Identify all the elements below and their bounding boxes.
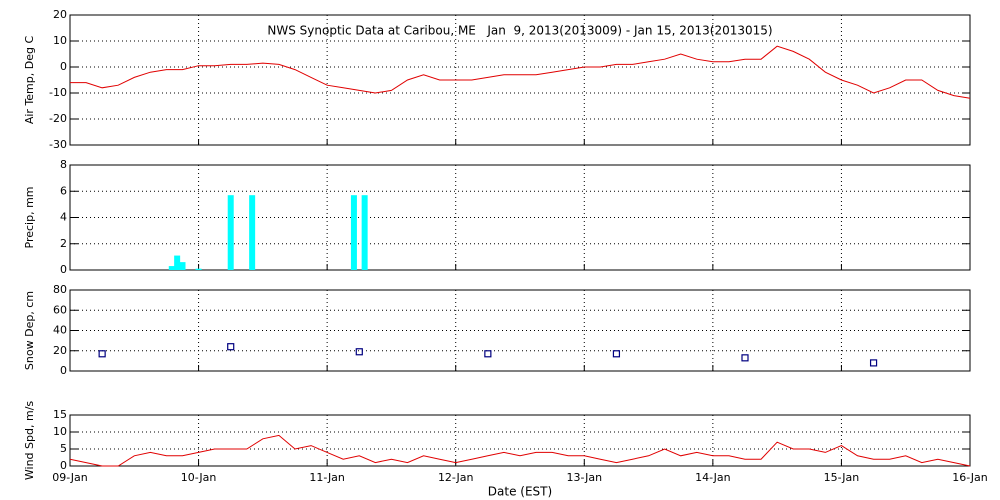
y-tick-label: 10 [53, 34, 67, 47]
y-tick-label: 0 [60, 364, 67, 377]
y-tick-label: 10 [53, 425, 67, 438]
bar [249, 195, 256, 270]
x-tick-label: 14-Jan [695, 471, 731, 484]
bar [350, 195, 357, 270]
y-tick-label: 15 [53, 408, 67, 421]
bar [227, 195, 234, 270]
y-axis-label: Wind Spd, m/s [23, 401, 36, 481]
y-tick-label: 5 [60, 442, 67, 455]
plot-frame [69, 14, 971, 146]
y-tick-label: -20 [49, 112, 67, 125]
y-tick-label: 40 [53, 324, 67, 337]
point [484, 350, 492, 358]
y-axis-label: Precip, mm [23, 187, 36, 249]
bar [361, 195, 368, 270]
x-tick-label: 13-Jan [567, 471, 603, 484]
plot-frame [69, 289, 971, 372]
x-tick-label: 16-Jan [952, 471, 988, 484]
plot-frame [69, 164, 971, 271]
x-tick-label: 09-Jan [52, 471, 88, 484]
chart-title: NWS Synoptic Data at Caribou, ME Jan 9, … [267, 24, 772, 38]
y-tick-label: -30 [49, 138, 67, 151]
y-tick-label: -10 [49, 86, 67, 99]
x-tick-label: 12-Jan [438, 471, 474, 484]
y-tick-label: 80 [53, 283, 67, 296]
y-tick-label: 60 [53, 303, 67, 316]
bar [179, 262, 186, 270]
x-tick-label: 10-Jan [181, 471, 217, 484]
y-tick-label: 6 [60, 184, 67, 197]
bar [168, 266, 175, 270]
point [227, 343, 235, 351]
point [612, 350, 621, 358]
y-tick-label: 0 [60, 60, 67, 73]
x-tick-label: 11-Jan [309, 471, 345, 484]
point [98, 350, 106, 358]
y-tick-label: 0 [60, 263, 67, 276]
y-tick-label: 4 [60, 211, 67, 224]
x-axis-label: Date (EST) [488, 485, 552, 499]
y-tick-label: 20 [53, 344, 67, 357]
x-tick-label: 15-Jan [824, 471, 860, 484]
y-tick-label: 0 [60, 459, 67, 472]
plot-frame [69, 414, 971, 467]
point [355, 348, 363, 356]
y-tick-label: 20 [53, 8, 67, 21]
point [741, 354, 749, 362]
point [869, 359, 878, 367]
y-axis-label: Air Temp, Deg C [23, 36, 36, 125]
bar [195, 268, 202, 270]
y-tick-label: 8 [60, 158, 67, 171]
y-axis-label: Snow Dep, cm [23, 291, 36, 370]
data-line [70, 45, 971, 99]
data-line [69, 434, 971, 467]
bar [174, 255, 181, 270]
y-tick-label: 2 [60, 237, 67, 250]
